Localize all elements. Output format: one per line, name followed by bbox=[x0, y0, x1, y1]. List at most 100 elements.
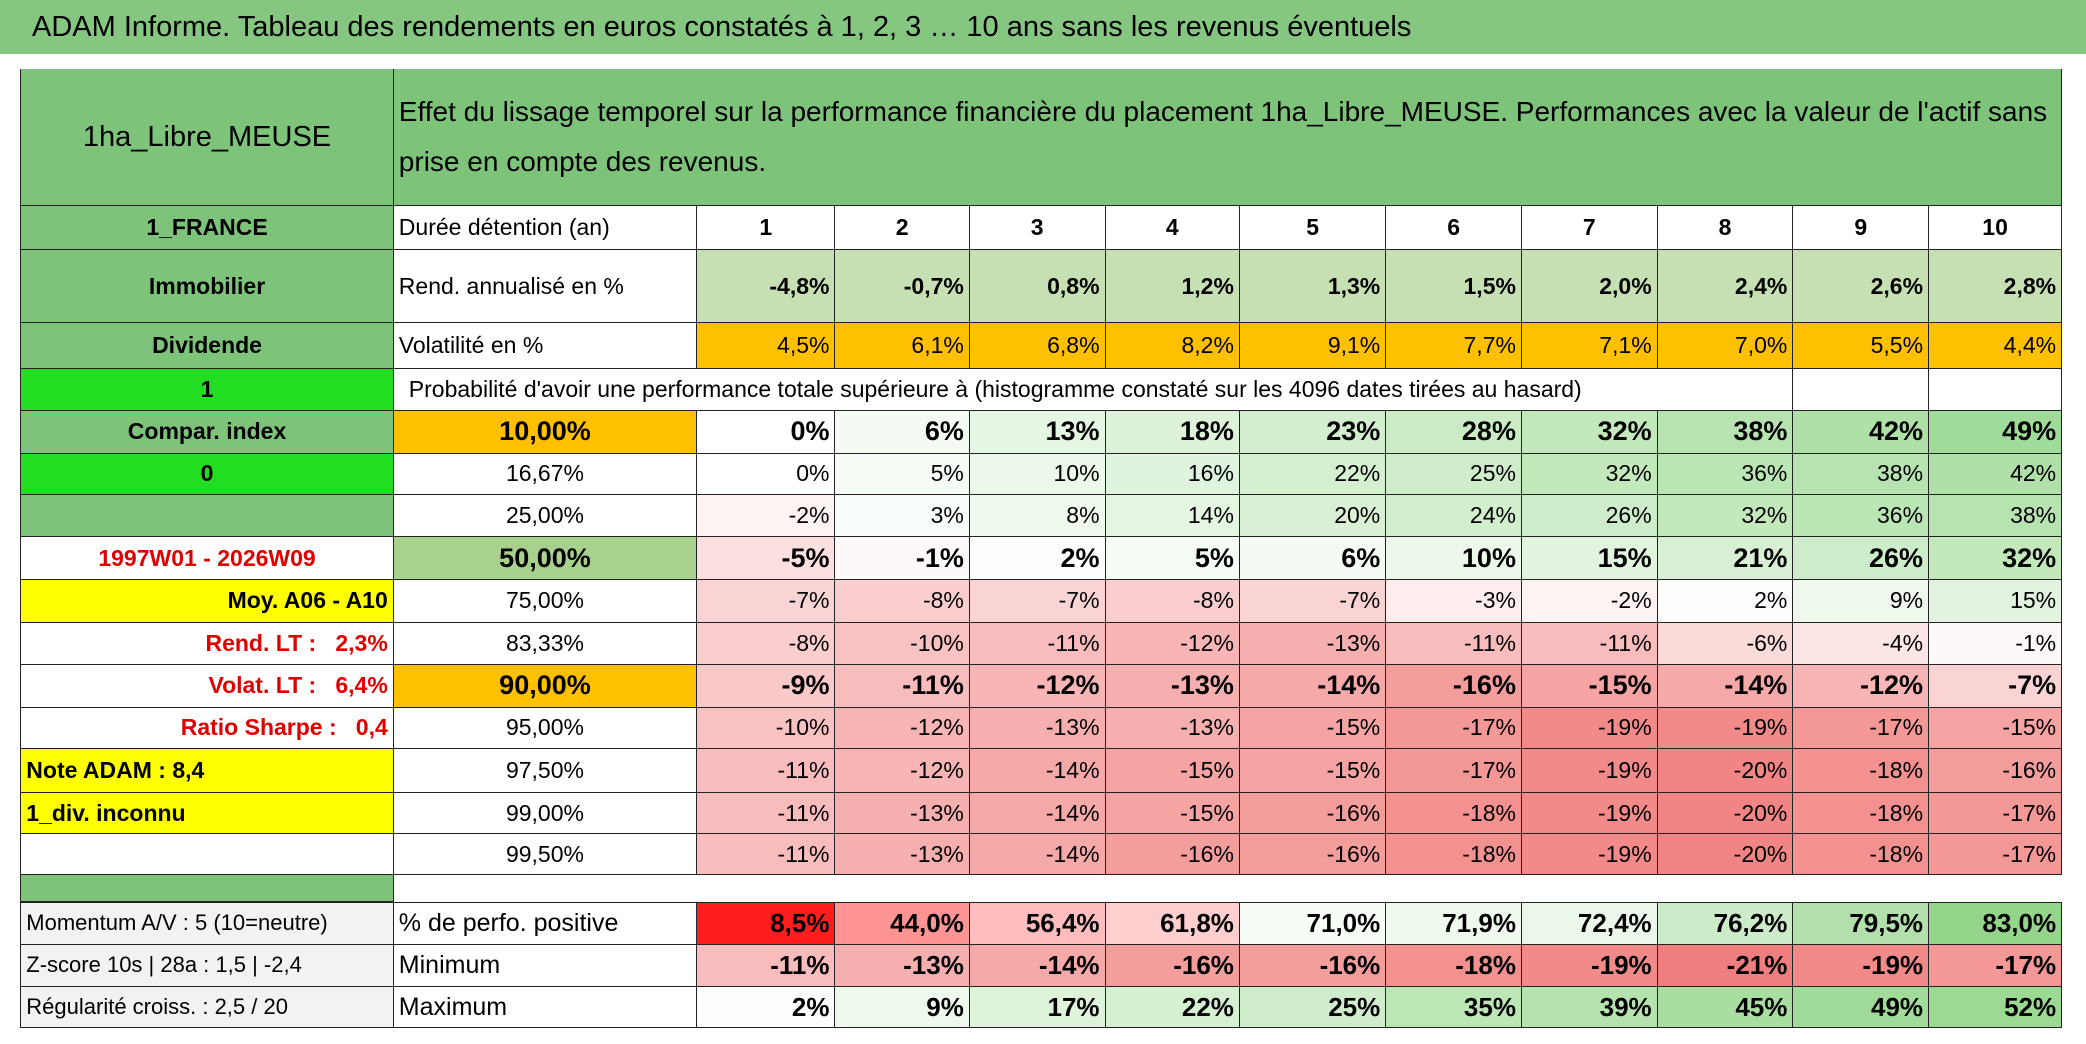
value-cell: 10% bbox=[969, 453, 1106, 495]
value-cell: -10% bbox=[697, 707, 836, 749]
row-label: Maximum bbox=[393, 987, 698, 1029]
value-cell: -14% bbox=[1657, 665, 1794, 708]
value-cell: -9% bbox=[697, 665, 836, 708]
value-cell: 16% bbox=[1105, 453, 1240, 495]
value-cell: 2,0% bbox=[1521, 250, 1658, 324]
value-cell: 6,8% bbox=[969, 323, 1106, 369]
value-cell: -15% bbox=[1239, 749, 1387, 793]
value-cell: -10% bbox=[835, 622, 970, 666]
value-cell: -19% bbox=[1521, 834, 1658, 876]
row-label: 10,00% bbox=[393, 411, 698, 454]
value-cell: -0,7% bbox=[835, 250, 970, 324]
value-cell: -14% bbox=[969, 944, 1106, 988]
value-cell: -12% bbox=[969, 665, 1106, 708]
value-cell: -15% bbox=[1105, 749, 1240, 793]
value-cell: -17% bbox=[1793, 707, 1930, 749]
side-label: Note ADAM : 8,4 bbox=[21, 749, 394, 793]
value-cell: -20% bbox=[1657, 749, 1794, 793]
value-cell: 32% bbox=[1657, 494, 1794, 538]
value-cell: 38% bbox=[1793, 453, 1930, 495]
value-cell: 21% bbox=[1657, 537, 1794, 581]
value-cell: 6,1% bbox=[835, 323, 970, 369]
value-cell: 2 bbox=[835, 206, 970, 251]
value-cell: -18% bbox=[1793, 749, 1930, 793]
value-cell: 14% bbox=[1105, 494, 1240, 538]
value-cell: -8% bbox=[697, 622, 836, 666]
value-cell: -1% bbox=[835, 537, 970, 581]
value-cell: 72,4% bbox=[1521, 902, 1658, 945]
fund-name: 1ha_Libre_MEUSE bbox=[21, 69, 394, 207]
value-cell: 9% bbox=[835, 987, 970, 1029]
page-title: ADAM Informe. Tableau des rendements en … bbox=[0, 0, 2086, 54]
value-cell: 24% bbox=[1386, 494, 1522, 538]
value-cell: -7% bbox=[1239, 580, 1387, 623]
value-cell: 25% bbox=[1386, 453, 1522, 495]
value-cell: 38% bbox=[1929, 494, 2063, 538]
value-cell: -21% bbox=[1657, 944, 1794, 988]
value-cell: -1% bbox=[1929, 622, 2063, 666]
value-cell: -17% bbox=[1929, 944, 2063, 988]
value-cell: -18% bbox=[1793, 792, 1930, 835]
value-cell: 7 bbox=[1521, 206, 1658, 251]
value-cell: 25% bbox=[1239, 987, 1387, 1029]
value-cell: -11% bbox=[969, 622, 1106, 666]
value-cell: 15% bbox=[1521, 537, 1658, 581]
value-cell: 32% bbox=[1521, 411, 1658, 454]
value-cell: -11% bbox=[697, 944, 836, 988]
value-cell: -11% bbox=[1521, 622, 1658, 666]
value-cell: -11% bbox=[697, 749, 836, 793]
value-cell: 3 bbox=[969, 206, 1106, 251]
value-cell: 3% bbox=[835, 494, 970, 538]
value-cell: 45% bbox=[1657, 987, 1794, 1029]
row-label: 83,33% bbox=[393, 622, 698, 666]
value-cell: 9 bbox=[1793, 206, 1930, 251]
value-cell: -4% bbox=[1793, 622, 1930, 666]
value-cell: 71,9% bbox=[1386, 902, 1522, 945]
value-cell: 61,8% bbox=[1105, 902, 1240, 945]
side-label bbox=[21, 494, 394, 538]
row-label: 50,00% bbox=[393, 537, 698, 581]
value-cell: -16% bbox=[1239, 944, 1387, 988]
value-cell: 71,0% bbox=[1239, 902, 1387, 945]
side-label: 1_div. inconnu bbox=[21, 792, 394, 835]
value-cell: -3% bbox=[1386, 580, 1522, 623]
value-cell: 36% bbox=[1793, 494, 1930, 538]
value-cell: 42% bbox=[1793, 411, 1930, 454]
value-cell: 10 bbox=[1929, 206, 2063, 251]
value-cell: 39% bbox=[1521, 987, 1658, 1029]
value-cell: -12% bbox=[1105, 622, 1240, 666]
value-cell: -12% bbox=[1793, 665, 1930, 708]
value-cell: -7% bbox=[697, 580, 836, 623]
value-cell: 5% bbox=[835, 453, 970, 495]
row-label: 99,50% bbox=[393, 834, 698, 876]
row-label: Volatilité en % bbox=[393, 323, 698, 369]
value-cell: 8,2% bbox=[1105, 323, 1240, 369]
row-label: % de perfo. positive bbox=[393, 902, 698, 945]
value-cell: 49% bbox=[1793, 987, 1930, 1029]
value-cell: 36% bbox=[1657, 453, 1794, 495]
value-cell: -12% bbox=[835, 707, 970, 749]
value-cell: -19% bbox=[1521, 749, 1658, 793]
value-cell: -4,8% bbox=[697, 250, 836, 324]
row-label: Durée détention (an) bbox=[393, 206, 698, 251]
value-cell: 79,5% bbox=[1793, 902, 1930, 945]
empty-cell bbox=[1929, 368, 2063, 412]
value-cell: -13% bbox=[835, 792, 970, 835]
value-cell: 10% bbox=[1386, 537, 1522, 581]
value-cell: 15% bbox=[1929, 580, 2063, 623]
row-label: 75,00% bbox=[393, 580, 698, 623]
value-cell: 26% bbox=[1793, 537, 1930, 581]
value-cell: 2% bbox=[969, 537, 1106, 581]
side-label: 1997W01 - 2026W09 bbox=[21, 537, 394, 581]
value-cell: 7,7% bbox=[1386, 323, 1522, 369]
value-cell: 1,5% bbox=[1386, 250, 1522, 324]
value-cell: -16% bbox=[1239, 792, 1387, 835]
side-label: Z-score 10s | 28a : 1,5 | -2,4 bbox=[21, 944, 394, 988]
value-cell: -16% bbox=[1105, 944, 1240, 988]
value-cell: 17% bbox=[969, 987, 1106, 1029]
value-cell: -7% bbox=[1929, 665, 2063, 708]
value-cell: 4,4% bbox=[1929, 323, 2063, 369]
row-label: 90,00% bbox=[393, 665, 698, 708]
value-cell: -2% bbox=[697, 494, 836, 538]
value-cell: -7% bbox=[969, 580, 1106, 623]
